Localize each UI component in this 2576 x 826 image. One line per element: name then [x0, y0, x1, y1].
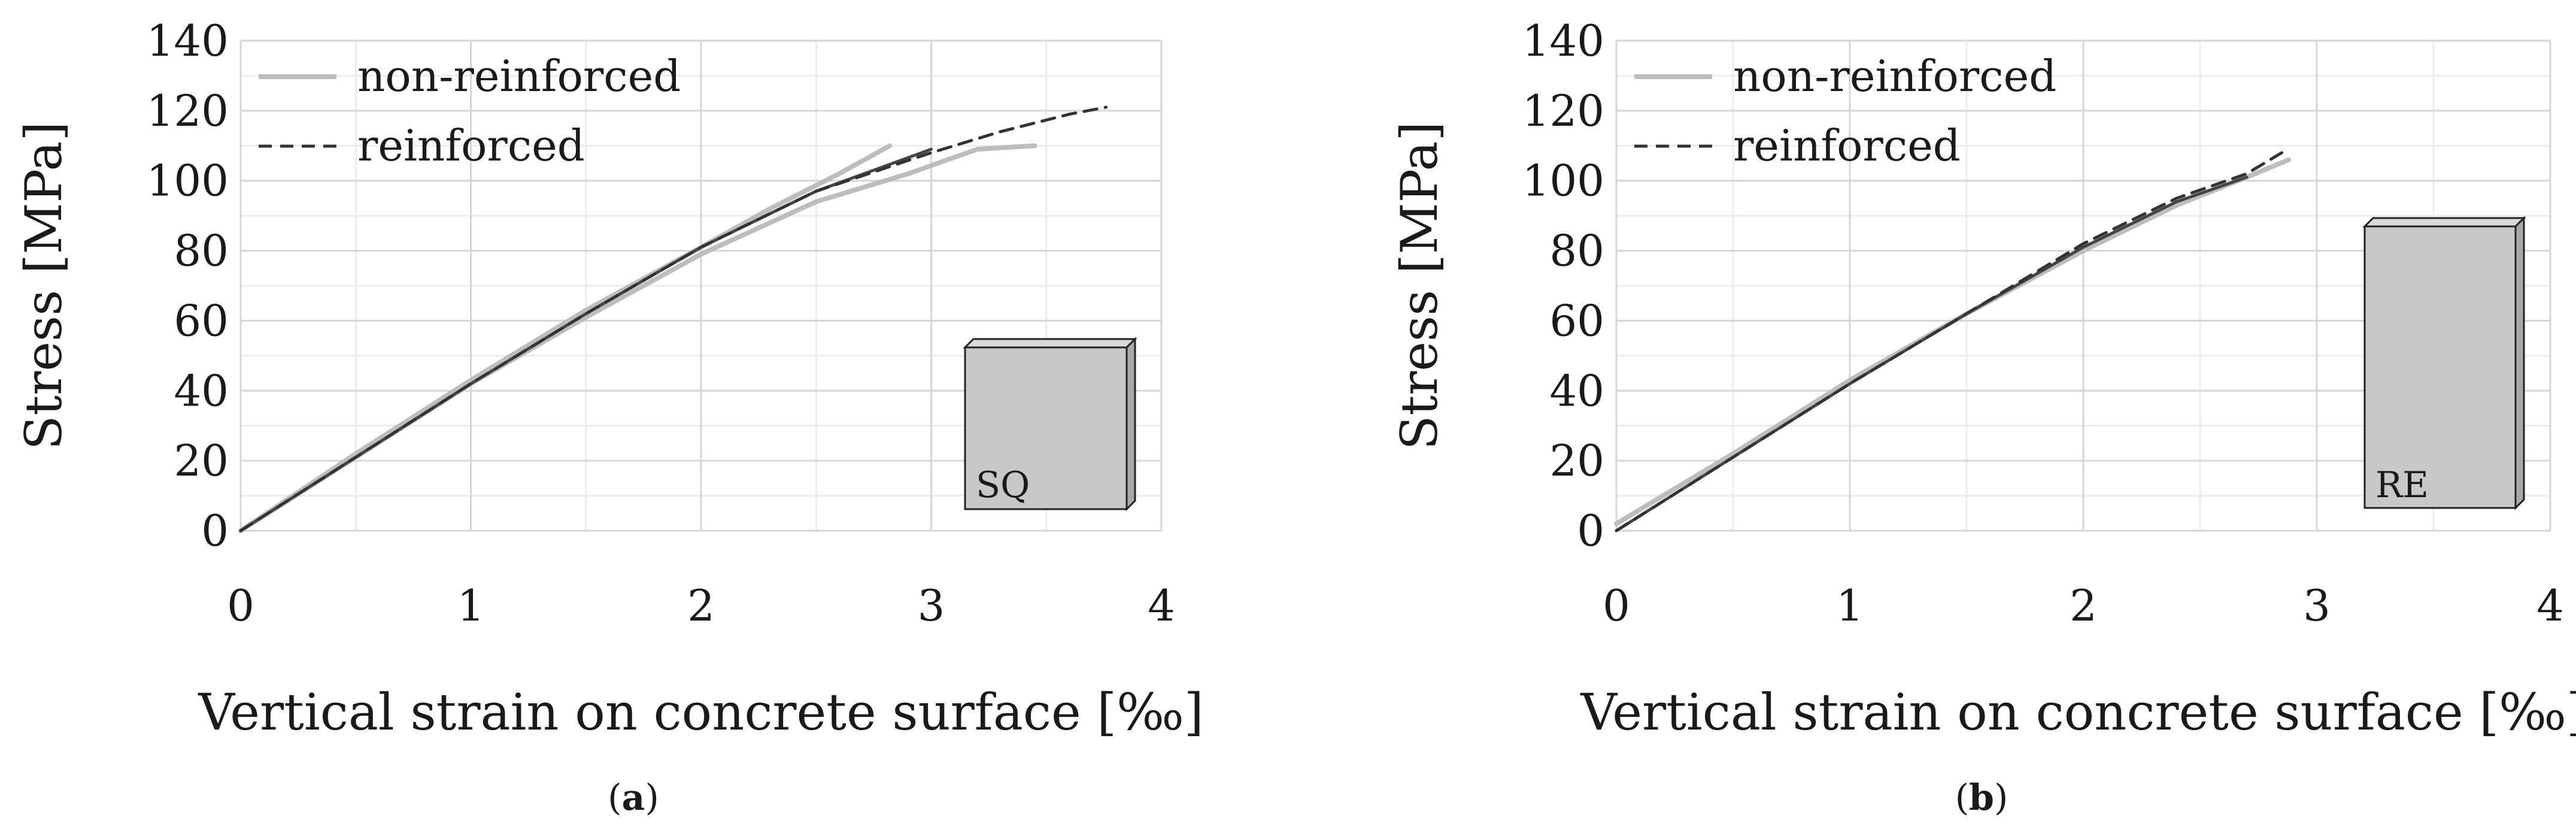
specimen-side-face: [1125, 337, 1136, 512]
y-tick-label: 100: [1522, 156, 1604, 206]
specimen-front-face: [2363, 225, 2517, 509]
y-tick-label: 100: [147, 156, 229, 206]
specimen-side-face: [2514, 216, 2525, 510]
x-tick-label: 4: [2536, 580, 2564, 631]
y-tick-label: 40: [174, 365, 229, 416]
x-tick-label: 2: [2070, 580, 2097, 631]
y-tick-label: 120: [1522, 86, 1604, 136]
chart-panel-b: 0 20 40 60 80 100 120 140 0 1 2 3 4 Vertical strain o…: [1390, 16, 2576, 819]
specimen-label: RE: [2375, 464, 2429, 506]
specimen-front-face: [964, 346, 1128, 510]
legend-label-reinforced: reinforced: [357, 120, 585, 171]
x-tick-label: 0: [1603, 580, 1630, 631]
y-tick-label: 80: [1549, 226, 1604, 276]
y-tick-label: 60: [1549, 295, 1604, 346]
series-line-reinforced: [1615, 151, 2283, 532]
y-axis-title: Stress [MPa]: [1390, 122, 1449, 450]
y-tick-label: 140: [147, 16, 229, 66]
panel-caption-letter: b: [1969, 777, 1994, 819]
panel-caption-letter: a: [622, 777, 645, 819]
x-tick-label: 3: [2303, 580, 2331, 631]
x-tick-label: 1: [1836, 580, 1864, 631]
y-tick-label: 80: [174, 226, 229, 276]
y-axis-title: Stress [MPa]: [14, 122, 73, 450]
x-tick-label: 2: [687, 580, 715, 631]
x-tick-label: 1: [457, 580, 485, 631]
y-tick-label: 120: [147, 86, 229, 136]
y-tick-label: 0: [201, 506, 229, 556]
legend-label-non-reinforced: non-reinforced: [357, 51, 681, 101]
x-axis-title: Vertical strain on concrete surface [‰]: [1580, 683, 2576, 742]
series-line-non-reinforced: [238, 143, 893, 533]
panel-caption: (b): [1955, 777, 2008, 819]
specimen-top-face: [963, 338, 1137, 349]
series-line-reinforced: [239, 105, 1108, 532]
legend-label-non-reinforced: non-reinforced: [1733, 51, 2056, 101]
x-tick-label: 0: [227, 580, 254, 631]
chart-panel-a: 0 20 40 60 80 100 120 140 0 1 2 3 4 Vertical strain o…: [14, 16, 1204, 819]
series-line-non-reinforced: [1614, 157, 2292, 527]
x-tick-label: 4: [1148, 580, 1175, 631]
x-tick-label: 3: [918, 580, 945, 631]
specimen-label: SQ: [976, 464, 1030, 506]
specimen-top-face: [2362, 217, 2526, 228]
y-tick-label: 140: [1522, 16, 1604, 66]
series-line-curve-1: [238, 143, 1037, 533]
x-axis-title: Vertical strain on concrete surface [‰]: [198, 683, 1203, 742]
y-tick-label: 20: [174, 435, 229, 486]
y-tick-label: 20: [1549, 435, 1604, 486]
legend-label-reinforced: reinforced: [1733, 120, 1961, 171]
y-tick-label: 40: [1549, 365, 1604, 416]
y-tick-label: 0: [1577, 506, 1604, 556]
y-tick-label: 60: [174, 295, 229, 346]
series-line-curve-1: [1615, 176, 2249, 532]
panel-caption: (a): [608, 777, 659, 819]
